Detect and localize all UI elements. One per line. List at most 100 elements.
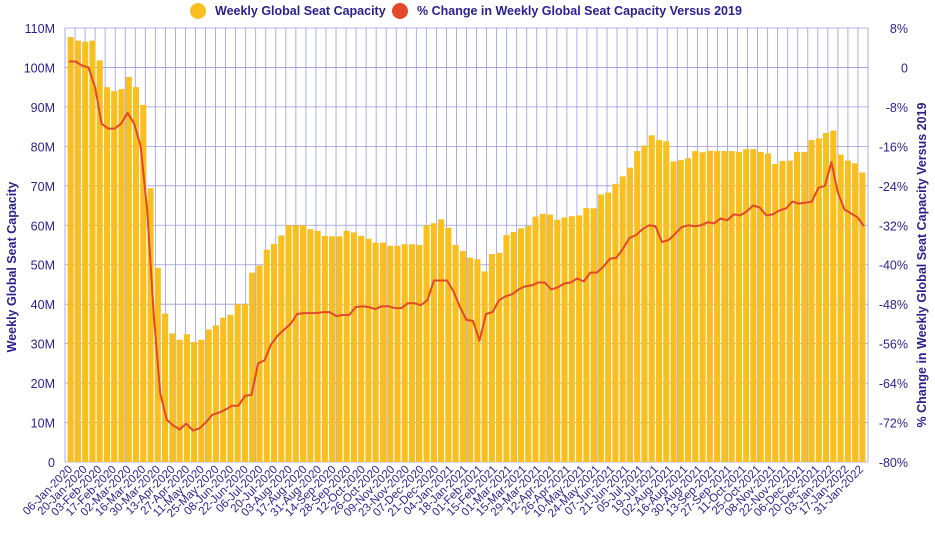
capacity-bar [176, 339, 183, 462]
y-tick-label: 80M [31, 140, 55, 154]
y2-tick-label: -32% [879, 219, 908, 233]
capacity-bar [561, 217, 568, 462]
capacity-bar [125, 76, 132, 462]
left-axis-title: Weekly Global Seat Capacity [5, 182, 19, 353]
capacity-bar [205, 329, 212, 462]
capacity-bar [488, 254, 495, 462]
capacity-bar [270, 243, 278, 462]
capacity-bar [329, 236, 336, 462]
capacity-bar [496, 252, 503, 462]
y2-tick-label: -56% [879, 338, 908, 352]
capacity-bar [830, 130, 837, 462]
capacity-bar [379, 242, 386, 462]
capacity-bar [808, 140, 815, 462]
capacity-bar [285, 225, 292, 462]
capacity-bar [300, 225, 307, 462]
right-axis-tick-labels: -80% -72% -64% -56% -48% -40% -32% -24% -16% -8% 0… [879, 22, 908, 470]
capacity-bar [634, 151, 641, 462]
capacity-bar [772, 164, 779, 463]
capacity-bar [648, 135, 655, 463]
capacity-bar [416, 245, 423, 462]
legend-line-marker [392, 3, 408, 19]
capacity-bar [89, 40, 96, 462]
capacity-bar [74, 40, 81, 462]
capacity-bar [525, 226, 532, 462]
y-tick-label: 100M [24, 61, 55, 75]
capacity-bar [111, 91, 118, 463]
capacity-bar [510, 231, 517, 462]
capacity-bar [539, 213, 546, 462]
y-tick-label: 60M [31, 219, 55, 233]
capacity-bar [670, 161, 677, 462]
capacity-bar [568, 216, 575, 462]
capacity-bar [481, 271, 488, 462]
capacity-bar [350, 232, 357, 462]
capacity-bar [96, 60, 103, 463]
y2-tick-label: 0 [901, 61, 908, 75]
capacity-bar [764, 153, 771, 462]
capacity-bar [605, 192, 612, 462]
y-tick-label: 70M [31, 180, 55, 194]
capacity-bar [365, 238, 372, 462]
legend-bar-marker [190, 3, 206, 19]
capacity-bar [249, 272, 256, 462]
capacity-bar [583, 207, 590, 462]
capacity-bar [663, 141, 670, 462]
capacity-bar [626, 167, 633, 462]
legend: Weekly Global Seat Capacity % Change in … [190, 3, 742, 19]
capacity-bar [743, 149, 750, 462]
capacity-bar [597, 194, 604, 463]
capacity-bar [220, 317, 227, 462]
capacity-bar [452, 245, 459, 462]
capacity-bar [103, 87, 110, 462]
capacity-bar [801, 151, 808, 462]
capacity-bar [823, 132, 830, 462]
capacity-bar [438, 219, 445, 462]
capacity-bar [532, 216, 539, 462]
capacity-bar [517, 228, 525, 462]
capacity-bar [779, 160, 786, 462]
y2-tick-label: -24% [879, 180, 908, 194]
y2-tick-label: -16% [879, 140, 908, 154]
capacity-bar [706, 150, 713, 462]
capacity-bar [227, 314, 234, 462]
percent-change-line [69, 60, 865, 432]
capacity-bar [474, 259, 481, 462]
capacity-bar [234, 304, 241, 462]
y-tick-label: 0 [48, 456, 55, 470]
y-tick-label: 50M [31, 259, 55, 273]
capacity-bar [685, 158, 692, 462]
capacity-bar [714, 151, 721, 462]
capacity-bar [699, 152, 706, 463]
y2-tick-label: 8% [890, 22, 908, 36]
capacity-bar [372, 242, 379, 462]
capacity-bar [82, 41, 89, 463]
capacity-bar [140, 104, 147, 462]
capacity-bar [503, 235, 510, 462]
capacity-bar [554, 219, 561, 462]
y-tick-label: 90M [31, 101, 55, 115]
capacity-bar [343, 230, 350, 462]
y2-tick-label: -64% [879, 377, 908, 391]
y-tick-label: 20M [31, 377, 55, 391]
y-tick-label: 30M [31, 338, 55, 352]
capacity-bar [757, 151, 764, 462]
capacity-bar [307, 229, 314, 462]
left-axis-tick-labels: 0 10M 20M 30M 40M 50M 60M 70M 80M 90M 100M 110M [24, 22, 55, 470]
capacity-bar [278, 235, 285, 462]
capacity-bar [641, 145, 648, 463]
capacity-bar [750, 149, 757, 462]
legend-bar-label: Weekly Global Seat Capacity [215, 4, 386, 18]
capacity-bar [445, 227, 452, 462]
capacity-bar [859, 172, 866, 463]
legend-line-label: % Change in Weekly Global Seat Capacity … [417, 4, 742, 18]
capacity-bar [401, 244, 408, 462]
y-tick-label: 40M [31, 298, 55, 312]
y2-tick-label: -72% [879, 417, 908, 431]
capacity-bar [212, 325, 219, 462]
capacity-bar [408, 244, 416, 462]
capacity-bar [430, 223, 437, 462]
capacity-bar [169, 333, 176, 462]
y-tick-label: 10M [31, 417, 55, 431]
